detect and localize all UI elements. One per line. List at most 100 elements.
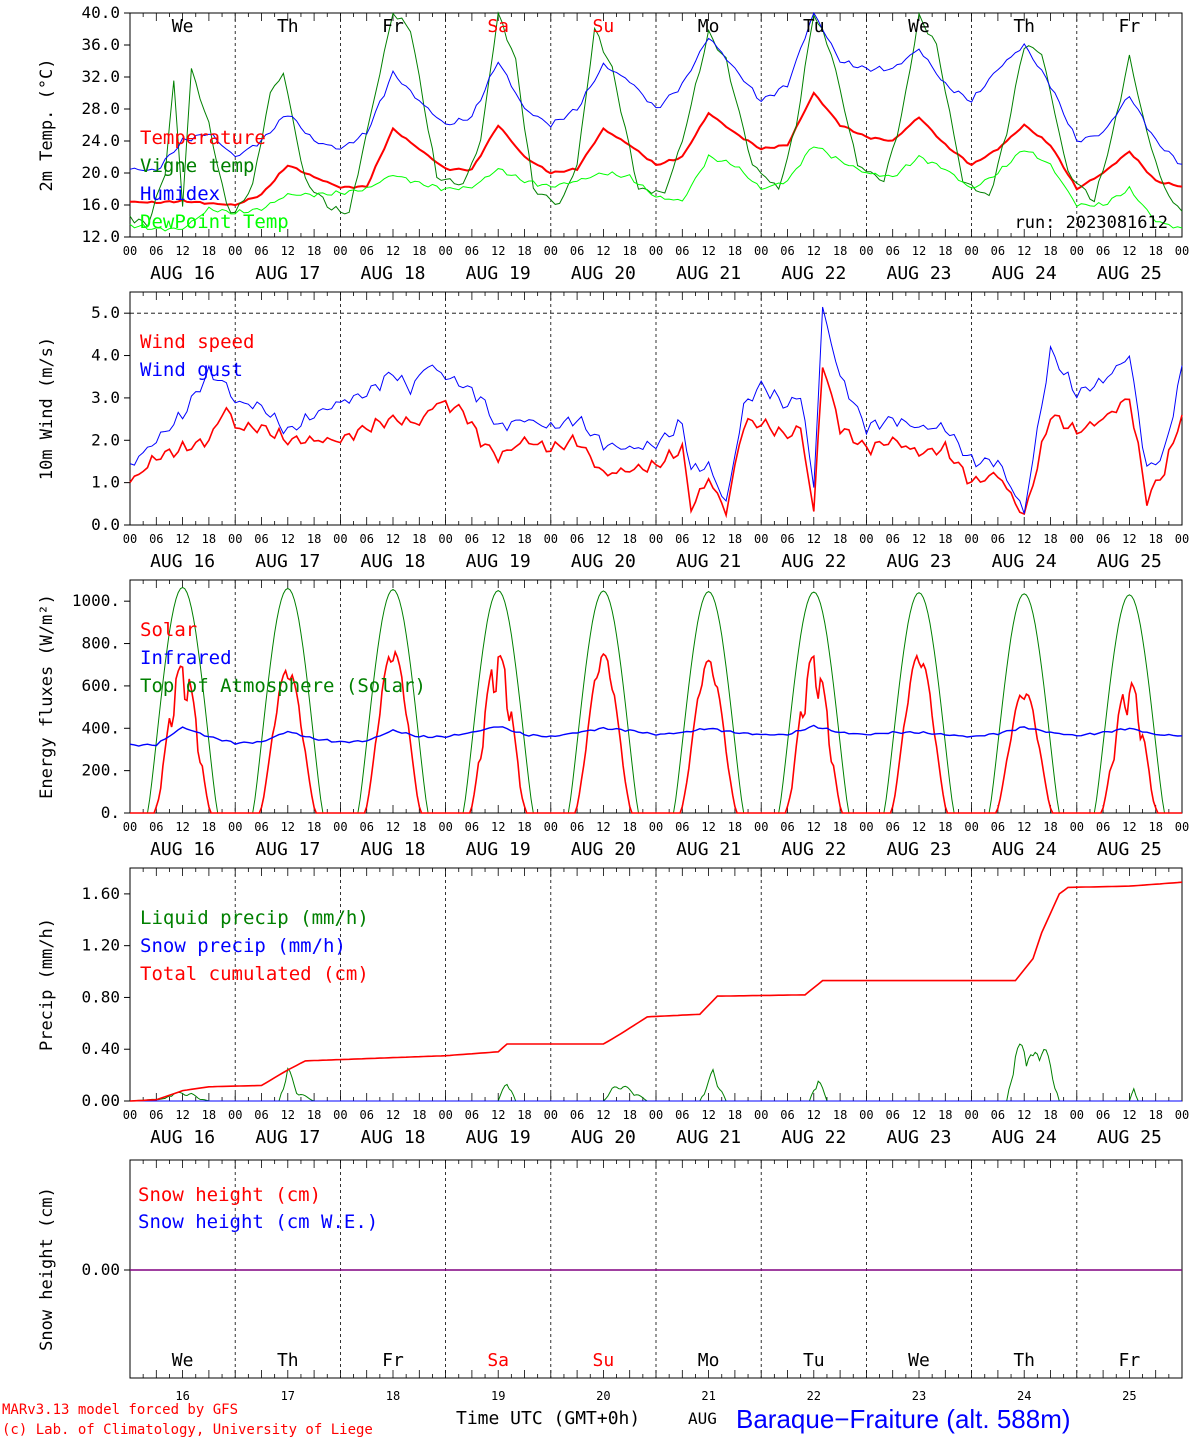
legend-entry: Snow height (cm): [138, 1184, 321, 1206]
x-hour-label: 18: [412, 244, 426, 258]
x-hour-label: 18: [412, 1108, 426, 1122]
x-hour-label: 18: [728, 820, 742, 834]
x-hour-label: 00: [649, 532, 663, 546]
x-date-label: AUG 19: [466, 839, 531, 860]
weekday-label: Su: [593, 1350, 615, 1371]
x-hour-label: 00: [544, 820, 558, 834]
x-date-label: AUG 21: [676, 551, 741, 572]
series-line-vigne-temp: [129, 11, 1183, 228]
x-hour-label: 18: [307, 1108, 321, 1122]
day-number-label: 18: [386, 1389, 400, 1403]
x-date-label: AUG 20: [571, 839, 636, 860]
x-hour-label: 12: [912, 820, 926, 834]
x-hour-label: 12: [596, 820, 610, 834]
x-hour-label: 00: [544, 1108, 558, 1122]
y-tick-label: 2.0: [91, 430, 120, 449]
weekday-label: Fr: [1119, 1350, 1141, 1371]
x-hour-label: 06: [675, 244, 689, 258]
series-line-solar: [130, 649, 1182, 814]
x-date-label: AUG 17: [255, 839, 320, 860]
x-hour-label: 12: [386, 820, 400, 834]
y-tick-label: 3.0: [91, 388, 120, 407]
footer-model-line: MARv3.13 model forced by GFS: [2, 1402, 238, 1418]
x-hour-label: 06: [885, 1108, 899, 1122]
legend-entry: DewPoint Temp: [140, 211, 289, 233]
x-date-label: AUG 19: [466, 1127, 531, 1148]
x-hour-label: 06: [1096, 1108, 1110, 1122]
weekday-label: Mo: [698, 16, 720, 37]
x-date-label: AUG 22: [781, 1127, 846, 1148]
x-hour-label: 06: [149, 532, 163, 546]
x-hour-label: 18: [1043, 532, 1057, 546]
x-hour-label: 00: [1070, 532, 1084, 546]
weekday-label: We: [172, 1350, 194, 1371]
x-hour-label: 12: [1122, 244, 1136, 258]
x-hour-label: 12: [1017, 244, 1031, 258]
y-tick-label: 0.00: [81, 1260, 120, 1279]
weekday-label: We: [908, 16, 930, 37]
x-hour-label: 18: [202, 532, 216, 546]
x-hour-label: 06: [149, 1108, 163, 1122]
x-hour-label: 12: [175, 1108, 189, 1122]
legend-entry: Liquid precip (mm/h): [140, 907, 369, 929]
x-hour-label: 18: [1148, 244, 1162, 258]
x-hour-label: 06: [991, 1108, 1005, 1122]
y-tick-label: 24.0: [81, 131, 120, 150]
x-hour-label: 18: [938, 820, 952, 834]
x-hour-label: 00: [964, 532, 978, 546]
series-line-dewpoint-temp: [129, 146, 1183, 232]
x-hour-label: 18: [833, 244, 847, 258]
y-tick-label: 0.00: [81, 1091, 120, 1110]
x-hour-label: 12: [596, 532, 610, 546]
x-hour-label: 18: [517, 820, 531, 834]
series-line-temperature: [129, 91, 1183, 207]
x-hour-label: 12: [807, 532, 821, 546]
x-hour-label: 06: [359, 244, 373, 258]
x-hour-label: 06: [465, 1108, 479, 1122]
x-hour-label: 18: [307, 820, 321, 834]
x-hour-label: 00: [754, 532, 768, 546]
x-hour-label: 06: [570, 532, 584, 546]
x-hour-label: 18: [728, 532, 742, 546]
series-line-total: [129, 881, 1183, 1102]
x-hour-label: 06: [465, 244, 479, 258]
x-hour-label: 06: [991, 244, 1005, 258]
weekday-label: We: [908, 1350, 930, 1371]
x-date-label: AUG 17: [255, 551, 320, 572]
x-hour-label: 00: [123, 1108, 137, 1122]
legend-entry: Total cumulated (cm): [140, 963, 369, 985]
x-hour-label: 12: [281, 1108, 295, 1122]
day-number-label: 24: [1017, 1389, 1031, 1403]
x-hour-label: 12: [491, 1108, 505, 1122]
x-hour-label: 00: [964, 1108, 978, 1122]
x-hour-label: 06: [675, 532, 689, 546]
footer-lab-line: (c) Lab. of Climatology, University of L…: [2, 1422, 373, 1438]
x-hour-label: 06: [149, 820, 163, 834]
weekday-label: Th: [277, 16, 299, 37]
x-hour-label: 18: [202, 820, 216, 834]
x-hour-label: 18: [412, 820, 426, 834]
x-hour-label: 12: [281, 820, 295, 834]
x-hour-label: 00: [333, 244, 347, 258]
legend-entry: Snow precip (mm/h): [140, 935, 346, 957]
weekday-label: Tu: [803, 1350, 825, 1371]
x-date-label: AUG 16: [150, 839, 215, 860]
weekday-label: Tu: [803, 16, 825, 37]
y-tick-label: 0.80: [81, 987, 120, 1006]
x-hour-label: 18: [1148, 1108, 1162, 1122]
series-line-humidex: [129, 11, 1183, 172]
x-hour-label: 00: [228, 244, 242, 258]
x-hour-label: 06: [991, 820, 1005, 834]
x-hour-label: 18: [202, 244, 216, 258]
x-hour-label: 00: [333, 532, 347, 546]
x-hour-label: 00: [228, 532, 242, 546]
y-tick-label: 20.0: [81, 163, 120, 182]
x-hour-label: 12: [807, 820, 821, 834]
x-hour-label: 18: [622, 820, 636, 834]
weekday-label: Sa: [487, 16, 509, 37]
x-hour-label: 12: [1017, 532, 1031, 546]
x-hour-label: 18: [833, 820, 847, 834]
x-hour-label: 00: [754, 820, 768, 834]
x-hour-label: 00: [649, 1108, 663, 1122]
series-line-wind-gust: [129, 306, 1183, 514]
